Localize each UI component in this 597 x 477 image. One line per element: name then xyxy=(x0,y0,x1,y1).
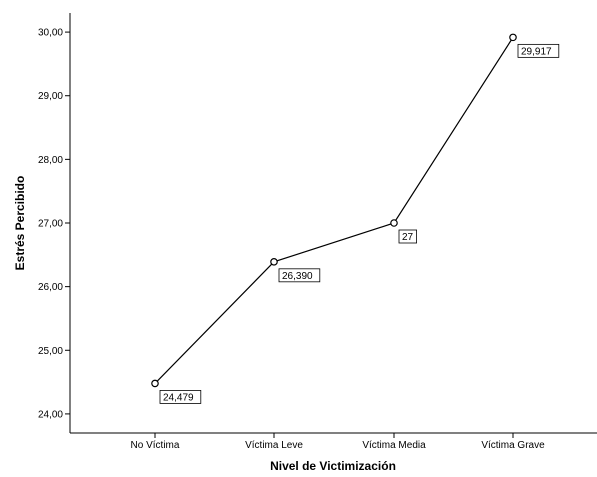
y-tick-label: 29,00 xyxy=(38,91,63,102)
data-label-text: 27 xyxy=(402,232,414,243)
data-label: 24,479 xyxy=(159,390,202,404)
data-point xyxy=(151,379,159,388)
data-label-box xyxy=(159,390,202,404)
x-tick-label: Víctima Grave xyxy=(481,440,545,451)
x-tick-label: Víctima Media xyxy=(362,440,426,451)
series-line xyxy=(154,37,514,384)
data-label-box xyxy=(398,229,418,244)
data-label-box xyxy=(278,268,321,283)
y-tick-label: 25,00 xyxy=(38,346,63,357)
y-tick-label: 24,00 xyxy=(38,409,63,420)
data-label: 27 xyxy=(398,229,418,244)
y-tick-label: 28,00 xyxy=(38,155,63,166)
data-label: 26,390 xyxy=(278,268,321,283)
data-label-text: 26,390 xyxy=(282,271,313,282)
y-tick-label: 30,00 xyxy=(38,28,63,39)
plot-area xyxy=(70,13,597,433)
series-group: 24,479 26,390 27 29,917 xyxy=(151,33,560,404)
data-point xyxy=(509,33,517,42)
x-tick-label: Víctima Leve xyxy=(245,440,303,451)
x-axis-ticks: No Víctima Víctima Leve Víctima Media Vícti… xyxy=(131,433,545,451)
data-label-text: 29,917 xyxy=(521,46,552,57)
y-tick-label: 27,00 xyxy=(38,219,63,230)
data-point xyxy=(390,219,398,227)
data-point xyxy=(270,258,278,266)
data-label-text: 24,479 xyxy=(163,392,194,403)
y-axis-ticks: 24,00 25,00 26,00 27,00 28,00 29,00 30,00 xyxy=(38,28,70,420)
data-label: 29,917 xyxy=(517,43,560,58)
data-label-box xyxy=(517,43,560,58)
x-tick-label: No Víctima xyxy=(131,440,180,451)
y-tick-label: 26,00 xyxy=(38,282,63,293)
x-axis-title: Nivel de Victimización xyxy=(270,459,396,473)
y-axis-title: Estrés Percibido xyxy=(13,176,27,271)
